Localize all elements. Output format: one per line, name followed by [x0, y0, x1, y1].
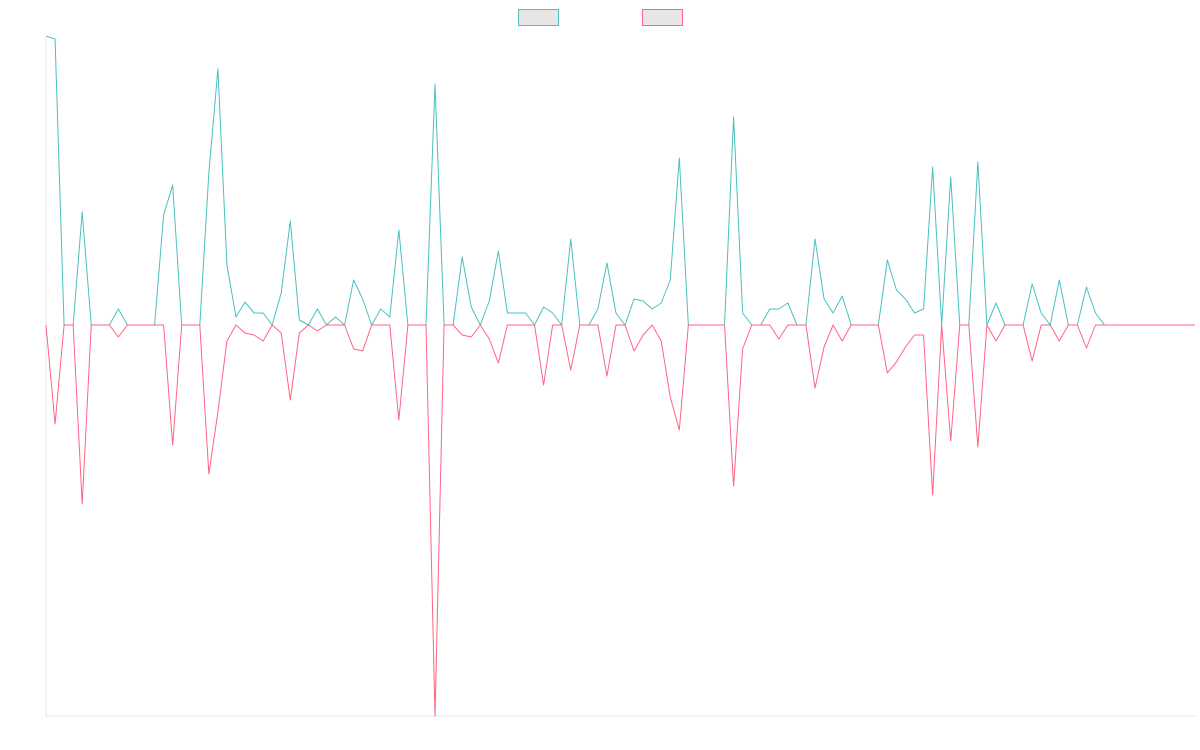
legend-swatch: [642, 9, 683, 26]
legend-swatch: [518, 9, 559, 26]
series-line: [45, 35, 1195, 326]
series-line: [45, 324, 1195, 717]
